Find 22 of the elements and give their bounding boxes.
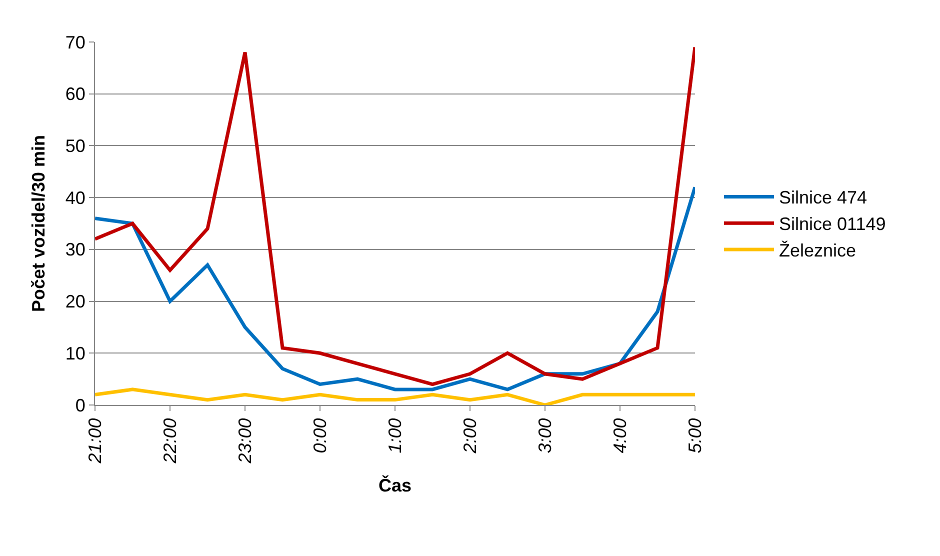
y-tick-label: 70: [65, 32, 86, 52]
y-tick-label: 50: [65, 136, 86, 156]
x-tick-label: 4:00: [610, 418, 630, 454]
y-tick-label: 10: [65, 343, 86, 364]
x-tick-label: 1:00: [384, 418, 405, 454]
legend-label: Silnice 474: [779, 188, 868, 208]
y-tick-label: 40: [65, 188, 86, 208]
x-axis-title: Čas: [378, 474, 412, 496]
y-axis-title: Počet vozidel/30 min: [28, 134, 49, 312]
x-tick-label: 23:00: [234, 418, 255, 464]
y-tick-label: 30: [65, 240, 86, 260]
y-tick-label: 60: [65, 84, 86, 104]
x-tick-label: 0:00: [310, 418, 330, 454]
x-tick-label: 2:00: [460, 418, 480, 454]
x-tick-label: 5:00: [684, 418, 705, 454]
legend-label: Železnice: [779, 240, 856, 261]
x-tick-label: 21:00: [84, 418, 105, 464]
x-tick-label: 22:00: [160, 418, 180, 464]
legend-label: Silnice 01149: [779, 214, 886, 234]
y-tick-label: 0: [75, 395, 86, 416]
y-tick-label: 20: [65, 292, 86, 312]
x-tick-label: 3:00: [534, 418, 555, 454]
